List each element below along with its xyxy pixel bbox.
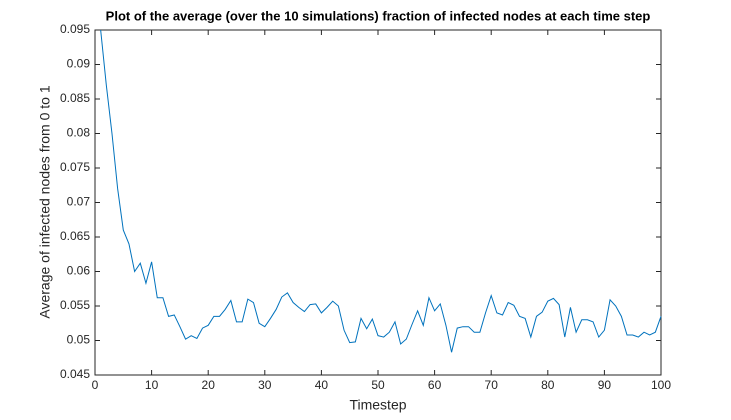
data-line (100, 29, 662, 353)
x-tick-label: 80 (541, 378, 555, 392)
x-tick-label: 30 (258, 378, 272, 392)
y-tick-label: 0.09 (67, 57, 91, 71)
x-tick-label: 60 (428, 378, 442, 392)
x-axis-label: Timestep (349, 397, 406, 413)
x-tick-label: 40 (315, 378, 329, 392)
y-tick-label: 0.075 (60, 160, 90, 174)
chart-title: Plot of the average (over the 10 simulat… (106, 8, 651, 23)
y-tick-label: 0.055 (60, 298, 90, 312)
x-tick-label: 100 (651, 378, 671, 392)
x-tick-label: 0 (92, 378, 99, 392)
y-tick-label: 0.08 (67, 126, 91, 140)
plot-area (94, 29, 662, 376)
y-tick-label: 0.045 (60, 367, 90, 381)
y-tick-label: 0.065 (60, 229, 90, 243)
y-tick-label: 0.095 (60, 22, 90, 36)
x-tick-label: 10 (145, 378, 159, 392)
x-tick-label: 70 (485, 378, 499, 392)
y-tick-label: 0.085 (60, 91, 90, 105)
y-tick-label: 0.05 (67, 333, 91, 347)
x-tick-label: 20 (202, 378, 216, 392)
y-tick-label: 0.06 (67, 264, 91, 278)
y-axis-label: Average of infected nodes from 0 to 1 (37, 85, 53, 318)
y-tick-label: 0.07 (67, 195, 91, 209)
x-tick-label: 90 (598, 378, 612, 392)
x-tick-label: 50 (371, 378, 385, 392)
